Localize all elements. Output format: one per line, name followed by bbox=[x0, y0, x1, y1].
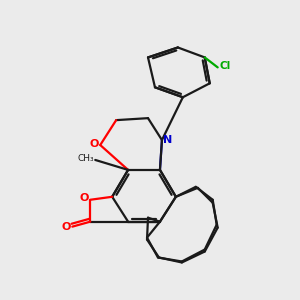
Text: O: O bbox=[90, 139, 99, 148]
Text: N: N bbox=[163, 135, 172, 145]
Text: O: O bbox=[61, 222, 70, 232]
Text: Cl: Cl bbox=[219, 61, 230, 71]
Text: O: O bbox=[79, 193, 88, 203]
Text: CH₃: CH₃ bbox=[77, 154, 94, 163]
